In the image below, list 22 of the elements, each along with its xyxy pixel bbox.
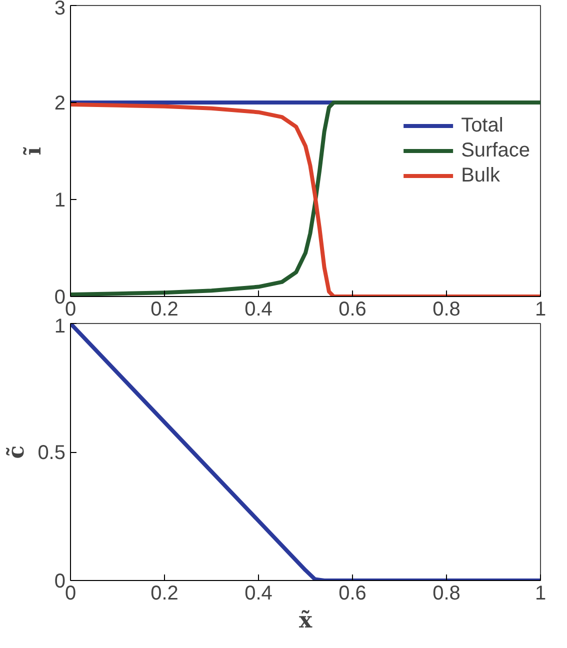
x-tick-label: 0.4 [244, 582, 272, 604]
legend-label: Total [461, 114, 504, 137]
x-tick-label: 0.4 [244, 298, 272, 320]
x-tick-label: 0.8 [432, 582, 460, 604]
x-tick-label: 0.6 [338, 298, 366, 320]
y-axis-title: c̃ [4, 445, 30, 459]
legend-label: Bulk [461, 164, 500, 187]
line-series [70, 324, 540, 580]
y-tick-label: 2 [54, 92, 66, 114]
x-tick-label: 1 [534, 582, 546, 604]
x-axis-title: x̃ [298, 608, 313, 634]
x-tick-label: 0.2 [150, 582, 178, 604]
x-tick-label: 1 [534, 298, 546, 320]
legend-label: Surface [461, 139, 530, 162]
x-tick-label: 0.6 [338, 582, 366, 604]
y-tick-label: 3 [54, 0, 66, 20]
y-tick-label: 0.5 [38, 442, 66, 464]
y-tick-label: 1 [54, 316, 66, 338]
x-tick-label: 0.2 [150, 298, 178, 320]
y-axis-title: ĩ [20, 146, 46, 156]
y-tick-label: 1 [54, 190, 66, 212]
x-tick-label: 0.8 [432, 298, 460, 320]
